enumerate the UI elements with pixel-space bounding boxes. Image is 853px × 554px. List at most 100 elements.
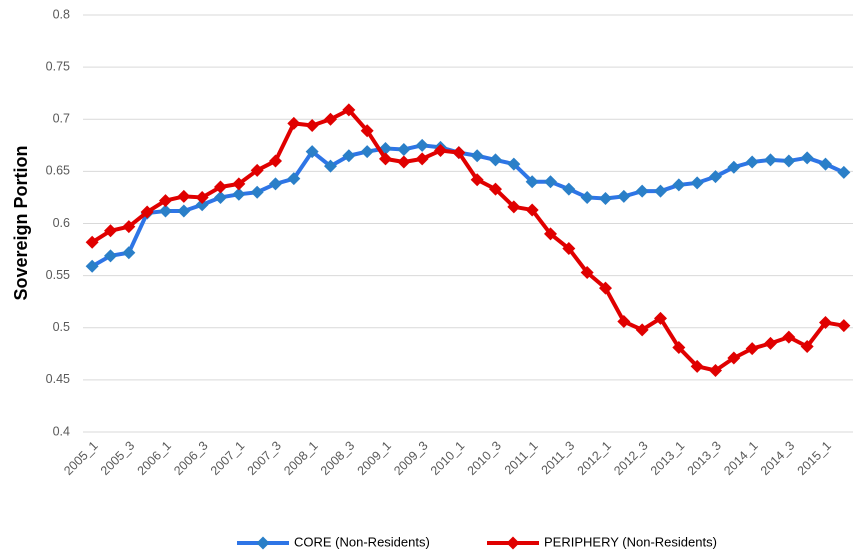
data-point [800,151,814,165]
data-point [379,152,392,166]
data-point [397,142,411,156]
data-point [507,157,521,171]
x-tick-label: 2005_1 [61,439,100,478]
y-tick-label: 0.65 [46,164,70,178]
data-point [214,190,227,204]
legend-item: PERIPHERY (Non-Residents) [487,534,717,550]
x-tick-label: 2014_3 [758,439,797,478]
data-point [232,177,246,191]
data-point [599,281,612,295]
data-point [599,191,612,205]
y-axis-label: Sovereign Portion [11,145,31,300]
x-tick-label: 2013_1 [648,439,687,478]
x-tick-label: 2011_3 [539,439,578,478]
data-point [342,149,356,163]
data-point [507,200,521,214]
data-point [764,153,777,167]
data-point [159,194,172,208]
y-tick-label: 0.45 [46,372,70,386]
data-point [250,163,264,177]
x-tick-label: 2005_3 [98,439,137,478]
data-point [342,103,356,117]
data-point [360,145,374,159]
x-tick-label: 2013_3 [685,439,724,478]
legend-label: PERIPHERY (Non-Residents) [544,534,717,549]
legend-marker [256,536,270,550]
data-point [782,330,796,344]
data-point [562,182,576,196]
data-point [580,190,594,204]
data-point [819,157,832,171]
data-point [104,249,117,263]
data-point [544,175,557,189]
x-tick-label: 2010_1 [428,439,467,478]
data-point [214,180,227,194]
data-point [690,359,704,373]
data-point [232,187,246,201]
x-tick-label: 2009_1 [355,439,394,478]
x-tick-label: 2006_3 [171,439,210,478]
data-point [122,246,136,260]
y-tick-label: 0.8 [53,7,70,21]
data-point [819,316,832,330]
data-point [800,340,814,354]
x-tick-label: 2007_3 [245,439,284,478]
data-point [269,154,282,168]
x-tick-label: 2008_3 [318,439,357,478]
data-point [544,227,557,241]
data-point [85,259,99,273]
data-point [525,203,539,217]
data-point [727,351,741,365]
data-point [159,204,172,218]
data-point [745,155,759,169]
data-point [177,204,191,218]
data-point [489,153,502,167]
data-point [195,198,209,212]
x-tick-label: 2014_1 [721,439,760,478]
y-tick-label: 0.75 [46,59,70,73]
data-point [287,172,301,186]
x-tick-label: 2011_1 [502,439,541,478]
data-point [324,112,337,126]
y-tick-label: 0.5 [53,320,70,334]
series-line [91,107,845,373]
y-tick-label: 0.7 [53,112,70,126]
data-point [305,145,319,159]
data-point [104,224,117,238]
data-point [709,363,722,377]
data-point [269,177,282,191]
data-point [525,175,539,189]
data-point [764,336,777,350]
data-point [837,165,851,179]
data-point [415,138,429,152]
data-point [452,146,466,160]
data-point [837,319,851,333]
x-tick-label: 2015_1 [795,439,834,478]
x-tick-label: 2007_1 [208,439,247,478]
data-point [654,311,667,325]
data-point [580,265,594,279]
data-point [635,184,649,198]
legend-marker [506,536,520,550]
data-point [360,124,374,138]
data-point [654,184,667,198]
legend-label: CORE (Non-Residents) [294,534,430,549]
data-point [672,178,686,192]
data-point [470,149,484,163]
data-point [617,189,631,203]
legend-item: CORE (Non-Residents) [237,534,430,550]
x-tick-label: 2006_1 [135,439,174,478]
x-tick-label: 2009_3 [391,439,430,478]
data-point [250,185,264,199]
data-point [140,205,154,219]
data-point [195,190,209,204]
data-point [470,173,484,187]
data-point [287,116,301,130]
x-tick-label: 2008_1 [281,439,320,478]
data-point [434,144,447,158]
data-point [709,170,722,184]
data-point [672,341,686,355]
x-tick-label: 2012_3 [611,439,650,478]
data-point [415,152,429,166]
